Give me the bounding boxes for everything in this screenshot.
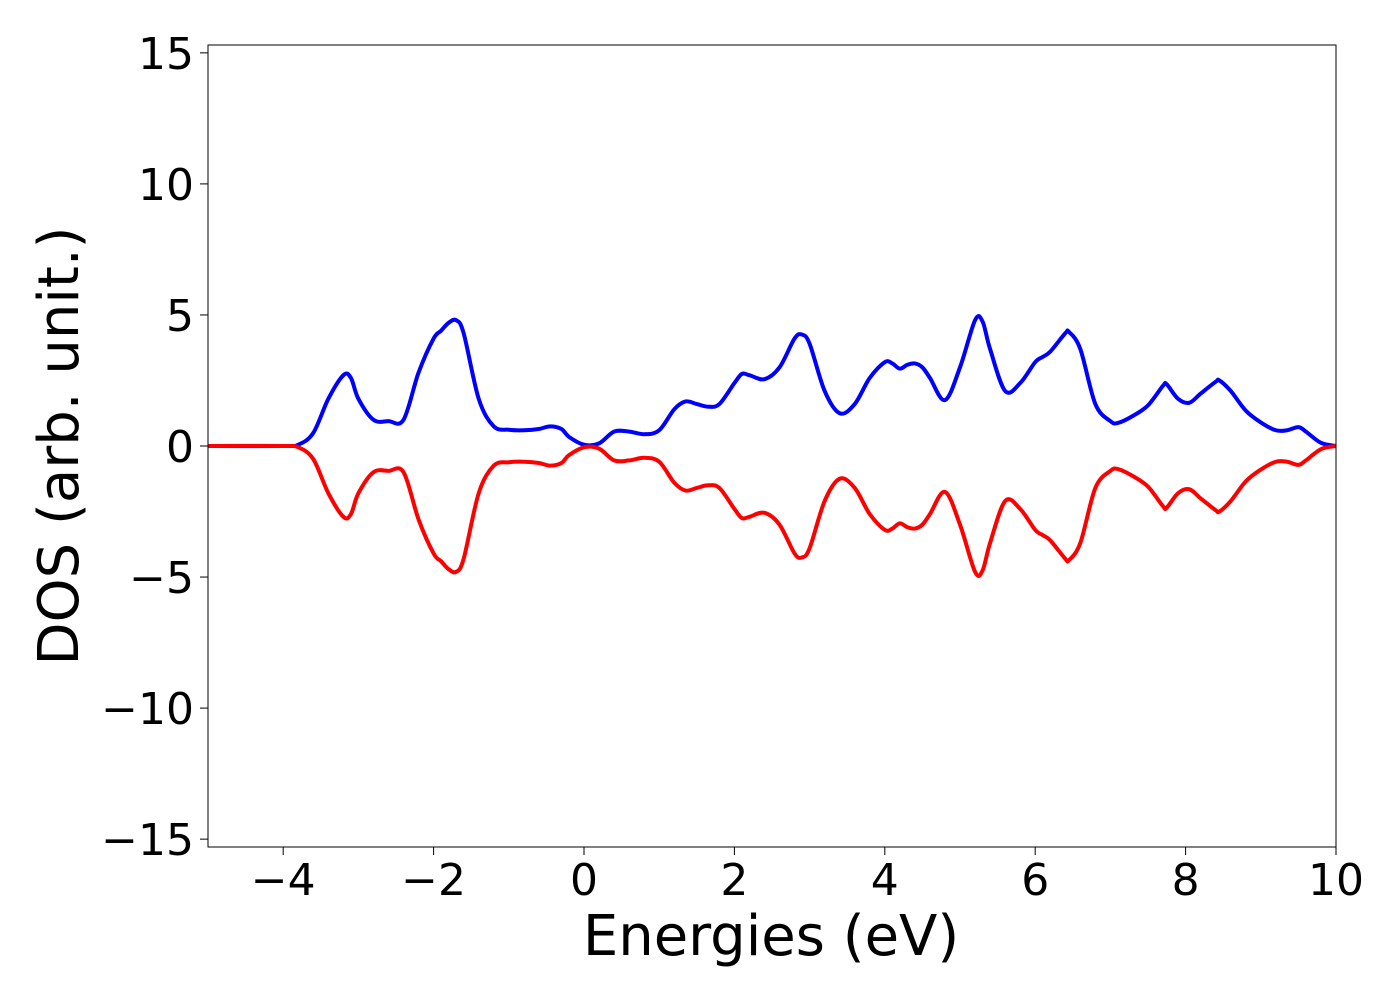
x-tick-label: 0 [570, 855, 598, 906]
y-tick-label: 10 [138, 160, 194, 211]
dos-series-1-line [207, 443, 1337, 579]
y-tick-label: −15 [101, 815, 194, 866]
y-tick-label: −10 [101, 684, 194, 735]
x-tick-label: −4 [251, 855, 316, 906]
y-axis-label: DOS (arb. unit.) [27, 226, 92, 665]
x-tick-label: −2 [401, 855, 466, 906]
y-axis-ticks: 15 10 5 0 −5 −10 −15 [101, 29, 208, 866]
plot-frame [207, 44, 1337, 848]
y-tick-label: 5 [166, 291, 194, 342]
dos-series-0-line [207, 313, 1337, 449]
x-tick-label: 2 [720, 855, 748, 906]
x-tick-label: 8 [1172, 855, 1200, 906]
x-tick-label: 4 [871, 855, 899, 906]
x-axis-ticks: −4 −2 0 2 4 6 8 10 [251, 847, 1364, 906]
series-layer [207, 313, 1337, 579]
y-tick-label: −5 [129, 553, 194, 604]
x-axis-label: Energies (eV) [583, 904, 959, 969]
x-tick-label: 10 [1308, 855, 1364, 906]
y-tick-label: 15 [138, 29, 194, 80]
y-tick-label: 0 [166, 422, 194, 473]
x-tick-label: 6 [1021, 855, 1049, 906]
